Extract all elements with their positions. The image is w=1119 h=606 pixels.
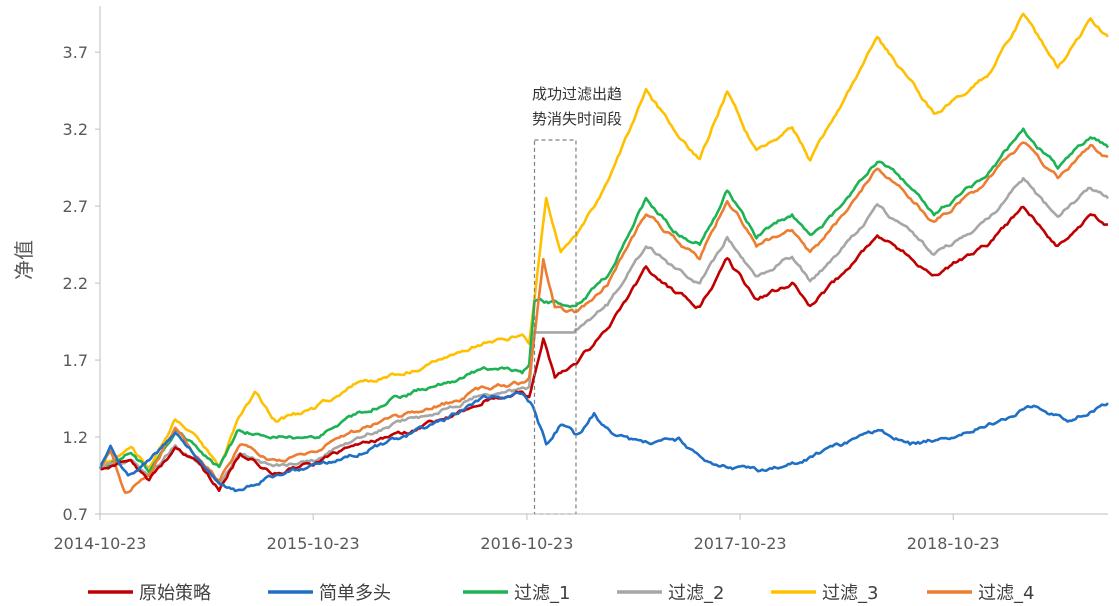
series-line-1 [99, 205, 1109, 493]
legend-label: 原始策略 [139, 583, 211, 604]
y-tick-label: 1.7 [63, 351, 88, 370]
legend-label: 过滤_2 [668, 583, 724, 604]
y-axis-label: 净值 [12, 240, 36, 280]
x-tick-label: 2015-10-23 [267, 534, 360, 553]
x-tick-label: 2017-10-23 [694, 534, 787, 553]
x-tick-label: 2016-10-23 [480, 534, 573, 553]
annotation-box [533, 139, 577, 515]
annotation-line-1: 成功过滤出趋 [532, 85, 622, 103]
x-tick-label: 2018-10-23 [907, 534, 1000, 553]
y-tick-label: 2.7 [63, 197, 88, 216]
legend-label: 过滤_3 [822, 583, 878, 604]
y-tick-label: 2.2 [63, 274, 88, 293]
legend-label: 过滤_1 [514, 583, 570, 604]
y-tick-label: 3.7 [63, 43, 88, 62]
legend-label: 过滤_4 [978, 583, 1034, 604]
y-tick-label: 3.2 [63, 120, 88, 139]
annotation-line-2: 势消失时间段 [532, 110, 622, 128]
series-line-5 [98, 12, 1109, 470]
series-line-6 [98, 141, 1109, 494]
x-tick-label: 2014-10-23 [54, 534, 147, 553]
series-line-4 [99, 176, 1110, 485]
series-line-3 [99, 127, 1110, 474]
y-tick-label: 0.7 [63, 505, 88, 524]
y-tick-label: 1.2 [63, 428, 88, 447]
series-line-2 [98, 391, 1109, 493]
legend-label: 简单多头 [319, 583, 391, 604]
